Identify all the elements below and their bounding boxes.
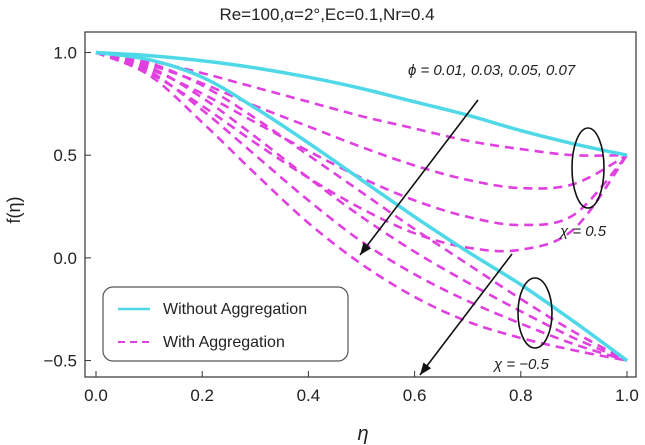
series-line-with-aggregation <box>95 51 629 253</box>
series-line-without-aggregation <box>95 50 629 363</box>
x-axis-ticks: 0.0 0.2 0.4 0.6 0.8 1.0 <box>84 371 639 405</box>
phi-arrow-lower <box>419 253 513 376</box>
arrowhead <box>360 242 372 255</box>
y-tick-label: −0.5 <box>43 352 77 371</box>
series-line-with-aggregation <box>95 51 628 362</box>
x-tick-label: 0.8 <box>509 386 533 405</box>
chi-positive-annotation: χ = 0.5 <box>558 223 607 240</box>
chart-title: Re=100,α=2°,Ec=0.1,Nr=0.4 <box>219 5 434 24</box>
chi-negative-annotation: χ = −0.5 <box>492 356 550 373</box>
y-tick-label: 0.5 <box>53 146 77 165</box>
plot-frame <box>84 31 637 378</box>
series-line-with-aggregation <box>95 51 628 362</box>
chi-negative-ellipse <box>517 277 553 349</box>
phi-arrow-upper <box>359 99 479 256</box>
phi-annotation: ϕ = 0.01, 0.03, 0.05, 0.07 <box>408 62 576 79</box>
x-tick-label: 0.4 <box>297 386 321 405</box>
x-tick-label: 0.6 <box>403 386 427 405</box>
series-line-with-aggregation <box>95 51 628 362</box>
chi-positive-ellipse <box>571 127 605 209</box>
legend-box <box>102 286 349 362</box>
y-tick-label: 0.0 <box>53 249 77 268</box>
annotations: ϕ = 0.01, 0.03, 0.05, 0.07 χ = 0.5 χ = −… <box>359 62 607 376</box>
y-tick-label: 1.0 <box>53 44 77 63</box>
plot-lines <box>95 50 629 363</box>
x-tick-label: 1.0 <box>615 386 639 405</box>
x-tick-label: 0.2 <box>190 386 214 405</box>
series-line-without-aggregation <box>95 50 628 157</box>
arrowhead <box>420 362 432 375</box>
legend-label-without: Without Aggregation <box>163 301 307 318</box>
series-line-with-aggregation <box>95 51 628 227</box>
legend: Without Aggregation With Aggregation <box>102 286 349 362</box>
legend-label-with: With Aggregation <box>163 334 285 351</box>
x-tick-label: 0.0 <box>84 386 108 405</box>
x-axis-label: η <box>357 423 368 445</box>
series-line-with-aggregation <box>95 51 628 362</box>
y-axis-ticks: −0.5 0.0 0.5 1.0 <box>43 44 91 371</box>
y-axis-label: f(η) <box>4 197 24 224</box>
